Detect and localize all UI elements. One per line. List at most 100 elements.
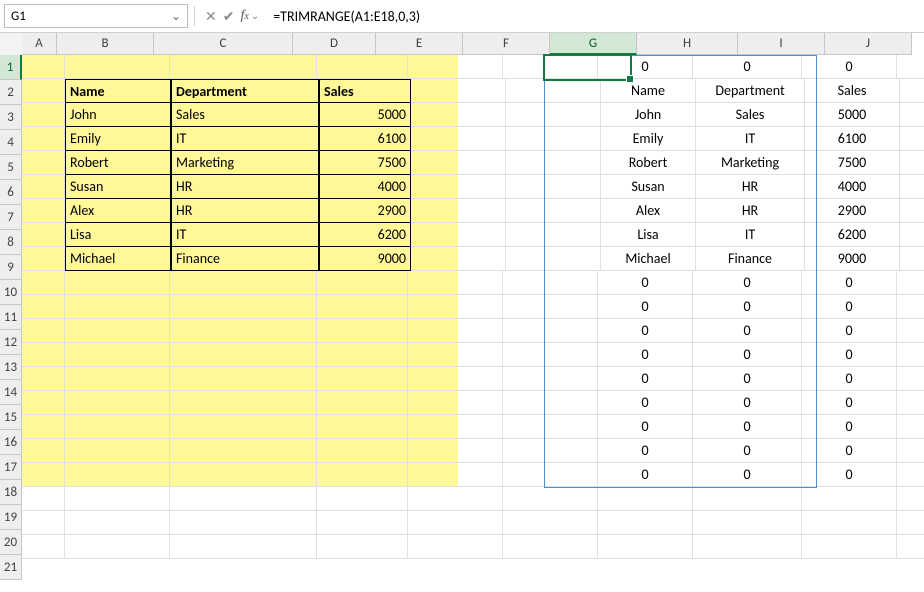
col-header-C[interactable]: C	[154, 33, 293, 55]
cell-H4[interactable]: IT	[696, 127, 805, 151]
cell-B19[interactable]	[65, 487, 170, 511]
cell-C20[interactable]	[170, 511, 317, 535]
row-header-1[interactable]: 1	[0, 55, 22, 80]
cell-G18[interactable]: 0	[598, 463, 693, 487]
fx-icon[interactable]: fx⌄	[240, 8, 259, 24]
cell-J11[interactable]	[897, 295, 924, 319]
cell-G9[interactable]: Michael	[601, 247, 696, 271]
cell-E14[interactable]	[408, 367, 503, 391]
cell-I19[interactable]	[802, 487, 897, 511]
cell-H8[interactable]: IT	[696, 223, 805, 247]
cell-A18[interactable]	[22, 463, 65, 487]
cell-A19[interactable]	[22, 487, 65, 511]
cell-C14[interactable]	[170, 367, 317, 391]
cell-I17[interactable]: 0	[802, 439, 897, 463]
cell-J17[interactable]	[897, 439, 924, 463]
cell-J12[interactable]	[897, 319, 924, 343]
row-header-2[interactable]: 2	[0, 80, 22, 105]
cell-H17[interactable]: 0	[693, 439, 802, 463]
cell-C10[interactable]	[170, 271, 317, 295]
cell-B3[interactable]: John	[65, 103, 171, 127]
cell-B17[interactable]	[65, 439, 170, 463]
cell-D14[interactable]	[317, 367, 408, 391]
cell-J20[interactable]	[897, 511, 924, 535]
cell-C7[interactable]: HR	[171, 199, 319, 223]
cell-C1[interactable]	[170, 55, 317, 79]
cell-A16[interactable]	[22, 415, 65, 439]
cell-B11[interactable]	[65, 295, 170, 319]
col-header-A[interactable]: A	[22, 33, 57, 55]
row-header-5[interactable]: 5	[0, 155, 22, 180]
cell-F16[interactable]	[503, 415, 598, 439]
cell-A13[interactable]	[22, 343, 65, 367]
cell-I14[interactable]: 0	[802, 367, 897, 391]
cell-F6[interactable]	[506, 175, 601, 199]
cell-I21[interactable]	[802, 535, 897, 559]
cell-A1[interactable]	[22, 55, 65, 79]
cell-J1[interactable]	[897, 55, 924, 79]
cell-C19[interactable]	[170, 487, 317, 511]
cell-F9[interactable]	[506, 247, 601, 271]
cell-F4[interactable]	[506, 127, 601, 151]
row-header-14[interactable]: 14	[0, 380, 22, 405]
cell-D8[interactable]: 6200	[319, 223, 411, 247]
cell-I1[interactable]: 0	[802, 55, 897, 79]
cell-I9[interactable]: 9000	[805, 247, 900, 271]
cell-B12[interactable]	[65, 319, 170, 343]
cell-D17[interactable]	[317, 439, 408, 463]
cell-E5[interactable]	[411, 151, 506, 175]
cell-I18[interactable]: 0	[802, 463, 897, 487]
cell-H14[interactable]: 0	[693, 367, 802, 391]
cell-A15[interactable]	[22, 391, 65, 415]
cell-G11[interactable]: 0	[598, 295, 693, 319]
col-header-E[interactable]: E	[376, 33, 463, 55]
cell-G20[interactable]	[598, 511, 693, 535]
cell-H18[interactable]: 0	[693, 463, 802, 487]
cell-C12[interactable]	[170, 319, 317, 343]
cell-E6[interactable]	[411, 175, 506, 199]
cell-A2[interactable]	[22, 79, 65, 103]
cell-I8[interactable]: 6200	[805, 223, 900, 247]
cell-A11[interactable]	[22, 295, 65, 319]
row-header-8[interactable]: 8	[0, 230, 22, 255]
cell-D1[interactable]	[317, 55, 408, 79]
cell-C16[interactable]	[170, 415, 317, 439]
cell-J19[interactable]	[897, 487, 924, 511]
col-header-H[interactable]: H	[637, 33, 738, 55]
formula-input[interactable]	[267, 8, 920, 25]
cell-D16[interactable]	[317, 415, 408, 439]
row-header-19[interactable]: 19	[0, 505, 22, 530]
col-header-G[interactable]: G	[550, 33, 637, 55]
enter-icon[interactable]: ✔	[223, 8, 235, 25]
row-header-16[interactable]: 16	[0, 430, 22, 455]
cell-H7[interactable]: HR	[696, 199, 805, 223]
sheet-grid[interactable]: ABCDEFGHIJ 12345678910111213141516171819…	[0, 33, 924, 592]
cell-H5[interactable]: Marketing	[696, 151, 805, 175]
cell-F15[interactable]	[503, 391, 598, 415]
cell-J4[interactable]	[900, 127, 924, 151]
cell-F5[interactable]	[506, 151, 601, 175]
row-header-17[interactable]: 17	[0, 455, 22, 480]
cell-C6[interactable]: HR	[171, 175, 319, 199]
row-header-10[interactable]: 10	[0, 280, 22, 305]
cell-D12[interactable]	[317, 319, 408, 343]
cell-B14[interactable]	[65, 367, 170, 391]
cell-H15[interactable]: 0	[693, 391, 802, 415]
cell-G5[interactable]: Robert	[601, 151, 696, 175]
cell-G21[interactable]	[598, 535, 693, 559]
cell-E19[interactable]	[408, 487, 503, 511]
row-header-6[interactable]: 6	[0, 180, 22, 205]
cell-F14[interactable]	[503, 367, 598, 391]
cell-F12[interactable]	[503, 319, 598, 343]
row-header-20[interactable]: 20	[0, 530, 22, 555]
cell-J8[interactable]	[900, 223, 924, 247]
row-header-15[interactable]: 15	[0, 405, 22, 430]
cell-B8[interactable]: Lisa	[65, 223, 171, 247]
cell-G6[interactable]: Susan	[601, 175, 696, 199]
col-header-B[interactable]: B	[57, 33, 154, 55]
cell-C3[interactable]: Sales	[171, 103, 319, 127]
cell-D15[interactable]	[317, 391, 408, 415]
cell-G10[interactable]: 0	[598, 271, 693, 295]
cell-C18[interactable]	[170, 463, 317, 487]
cell-J3[interactable]	[900, 103, 924, 127]
